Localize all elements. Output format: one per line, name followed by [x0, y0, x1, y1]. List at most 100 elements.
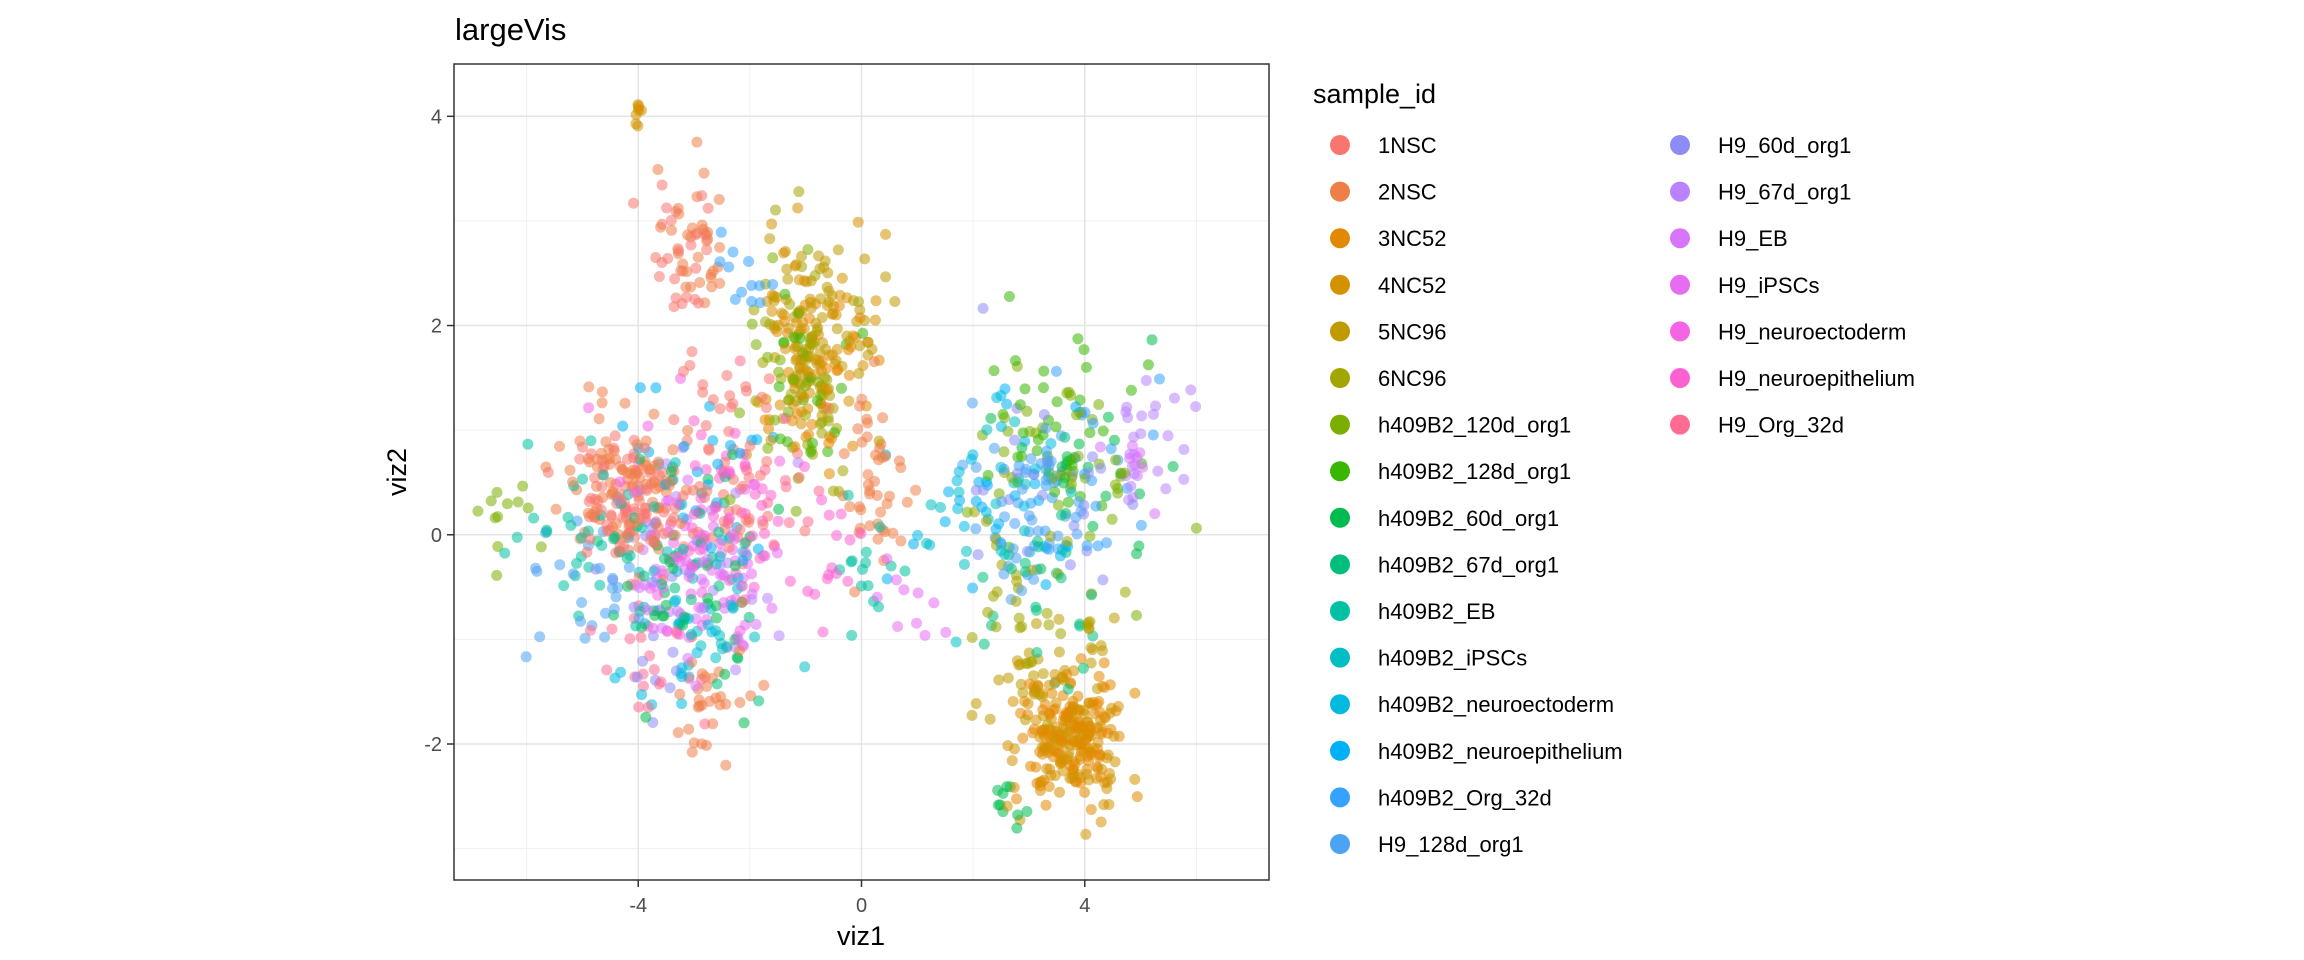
data-point — [984, 713, 996, 725]
data-point — [953, 486, 965, 498]
data-point — [1097, 425, 1109, 437]
legend-key — [1330, 368, 1350, 388]
data-point — [834, 289, 846, 301]
data-point — [798, 363, 809, 375]
data-point — [1062, 496, 1074, 508]
data-point — [1087, 417, 1099, 429]
data-point — [599, 631, 611, 643]
data-point — [783, 394, 795, 406]
data-point — [799, 461, 810, 473]
data-point — [1050, 676, 1062, 688]
data-point — [1125, 384, 1137, 396]
data-point — [653, 271, 665, 282]
data-point — [823, 402, 835, 414]
data-point — [1013, 612, 1025, 624]
data-point — [782, 406, 794, 418]
data-point — [1028, 723, 1040, 735]
data-point — [1073, 496, 1085, 508]
data-point — [620, 531, 632, 543]
data-point — [638, 570, 650, 582]
data-point — [1056, 509, 1067, 521]
data-point — [1019, 383, 1031, 395]
data-point — [866, 343, 878, 355]
data-point — [1095, 816, 1107, 828]
legend-key — [1330, 181, 1350, 202]
data-point — [854, 312, 866, 324]
data-point — [1040, 480, 1052, 492]
data-point — [698, 167, 710, 179]
data-point — [1081, 540, 1093, 552]
data-point — [762, 592, 773, 604]
data-point — [584, 533, 596, 545]
data-point — [999, 511, 1010, 523]
data-point — [925, 499, 937, 511]
data-point — [1087, 520, 1099, 532]
data-point — [1031, 604, 1042, 616]
legend-label: h409B2_Org_32d — [1378, 785, 1552, 810]
data-point — [631, 671, 643, 683]
y-tick-label: -2 — [424, 734, 442, 756]
data-point — [666, 571, 678, 582]
data-point — [1131, 609, 1142, 621]
data-point — [601, 664, 613, 676]
data-point — [1061, 668, 1073, 680]
data-point — [617, 464, 629, 476]
data-point — [1033, 689, 1045, 700]
data-point — [774, 433, 786, 445]
data-point — [843, 395, 855, 407]
legend-item: h409B2_120d_org1 — [1330, 413, 1571, 438]
data-point — [1090, 500, 1102, 512]
data-point — [1119, 467, 1131, 479]
data-point — [966, 709, 978, 721]
data-point — [806, 418, 818, 430]
data-point — [531, 565, 543, 577]
data-point — [901, 496, 913, 508]
data-point — [594, 579, 606, 591]
data-point — [583, 381, 595, 393]
data-point — [734, 697, 746, 708]
data-point — [567, 476, 579, 488]
data-point — [849, 586, 861, 598]
x-tick-label: -4 — [629, 895, 647, 917]
data-point — [1050, 697, 1062, 709]
data-point — [1009, 518, 1021, 529]
data-point — [1041, 445, 1052, 457]
data-point — [594, 562, 606, 574]
data-point — [692, 251, 704, 263]
chart-title: largeVis — [455, 12, 566, 47]
data-point — [1101, 752, 1113, 764]
data-point — [803, 429, 815, 441]
data-point — [783, 517, 795, 529]
data-point — [720, 759, 732, 771]
data-point — [1016, 585, 1028, 597]
data-point — [682, 474, 694, 486]
data-point — [1036, 489, 1048, 501]
data-point — [889, 296, 901, 307]
data-point — [746, 568, 757, 580]
data-point — [667, 444, 679, 456]
data-point — [779, 288, 791, 300]
data-point — [1031, 445, 1043, 457]
data-point — [697, 379, 709, 391]
legend-label: H9_neuroepithelium — [1718, 366, 1915, 391]
data-point — [628, 452, 639, 464]
data-point — [711, 678, 723, 690]
data-point — [1070, 511, 1082, 523]
data-point — [699, 718, 711, 730]
data-point — [715, 226, 727, 238]
data-point — [732, 633, 744, 645]
data-point — [1078, 344, 1090, 356]
data-point — [1133, 540, 1145, 552]
data-point — [966, 632, 978, 643]
data-point — [1152, 465, 1164, 477]
data-point — [1026, 656, 1038, 668]
data-point — [680, 291, 692, 303]
data-point — [596, 481, 608, 493]
data-point — [1002, 740, 1014, 752]
data-point — [767, 252, 779, 264]
data-point — [1178, 444, 1190, 455]
data-point — [583, 402, 595, 414]
data-point — [1093, 399, 1105, 410]
data-point — [856, 393, 868, 405]
data-point — [628, 601, 640, 613]
